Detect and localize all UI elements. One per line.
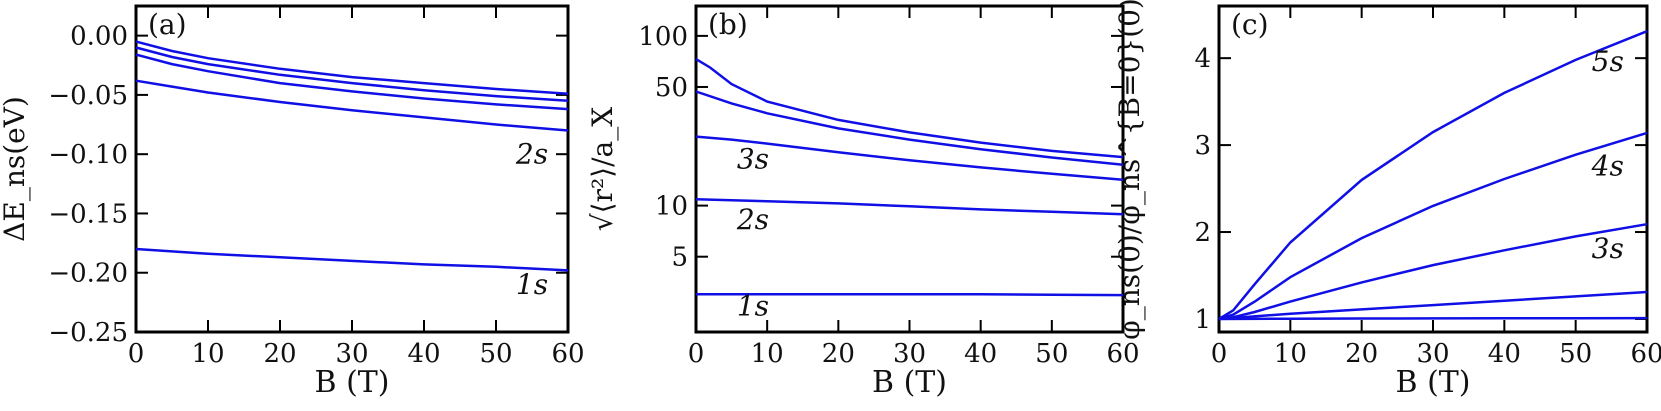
series-line-3 (1218, 222, 1648, 321)
series-annotation: 4s (1591, 150, 1624, 183)
panel-c: 0 10 20 30 40 50 60 1 2 3 4 5s 4s 3s (c) B (T) φ_ns(0)/φ… (1113, 0, 1661, 400)
y-tick-label: 4 (1194, 44, 1211, 74)
series-line-1 (135, 247, 569, 272)
y-axis-label: √⟨r²⟩/a_X (586, 107, 619, 231)
y-axis-label: ΔE_ns(eV) (0, 96, 31, 242)
panel-label: (a) (148, 8, 187, 41)
series-line-2 (135, 79, 569, 132)
x-tick-label: 40 (407, 339, 440, 369)
series-line-4 (135, 46, 569, 103)
series-line-5 (695, 58, 1124, 159)
x-tick-label: 10 (751, 339, 784, 369)
series-line-5 (135, 40, 569, 95)
y-tick-label: 100 (638, 22, 688, 52)
y-axis-label: φ_ns(0)/φ_ns^{B=0}(0) (1113, 0, 1146, 340)
series-line-3 (135, 53, 569, 111)
series-annotation: 3s (737, 143, 769, 176)
x-tick-label: 20 (822, 339, 855, 369)
series-line-4 (695, 90, 1124, 167)
x-tick-label: 10 (191, 339, 224, 369)
x-tick-label: 30 (1416, 339, 1449, 369)
y-tick-label: −0.15 (48, 199, 128, 229)
x-tick-label: 0 (688, 339, 705, 369)
panel-label: (b) (708, 8, 748, 41)
x-tick-label: 60 (551, 339, 584, 369)
y-tick-label: 0.00 (70, 22, 128, 52)
series-line-2 (695, 198, 1124, 216)
panel-a: 0 10 20 30 40 50 60 0.00 −0.05 −0.10 −0.15 −0.20 −0.… (0, 4, 585, 400)
y-tick-label: 10 (655, 192, 688, 222)
y-tick-label: 3 (1194, 131, 1211, 161)
series-annotation: 1s (737, 290, 769, 323)
series-line-1 (1218, 316, 1648, 321)
y-tick-label: −0.05 (48, 81, 128, 111)
panel-b: 0 10 20 30 40 50 60 5 10 50 100 3s 2s 1s (b) B (T) √⟨r²⟩… (586, 4, 1140, 400)
x-tick-label: 30 (335, 339, 368, 369)
x-tick-label: 0 (128, 339, 145, 369)
x-axis-label: B (T) (1396, 365, 1471, 400)
x-tick-label: 50 (479, 339, 512, 369)
x-axis-label: B (T) (872, 365, 947, 400)
series-line-1 (696, 293, 1124, 297)
y-tick-label: 50 (655, 73, 688, 103)
plot-frame (134, 4, 570, 334)
y-tick-label: −0.25 (48, 318, 128, 348)
x-tick-label: 20 (263, 339, 296, 369)
panel-label: (c) (1231, 8, 1269, 41)
y-tick-label: 2 (1194, 218, 1211, 248)
x-tick-label: 30 (893, 339, 926, 369)
series-line-3 (695, 135, 1124, 182)
x-tick-label: 50 (1035, 339, 1068, 369)
series-annotation: 2s (736, 203, 769, 236)
series-line-4 (1218, 131, 1648, 321)
y-tick-label: −0.20 (48, 259, 128, 289)
x-tick-label: 20 (1345, 339, 1378, 369)
y-tick-label: 1 (1194, 305, 1211, 335)
series-line-2 (1218, 290, 1648, 321)
series-annotation: 2s (515, 138, 548, 171)
x-tick-label: 40 (964, 339, 997, 369)
series-annotation: 5s (1592, 45, 1624, 78)
x-tick-label: 60 (1106, 339, 1139, 369)
series-annotation: 3s (1592, 232, 1624, 265)
x-tick-label: 10 (1274, 339, 1307, 369)
series-annotation: 1s (516, 268, 548, 301)
y-tick-label: −0.10 (48, 140, 128, 170)
x-tick-label: 0 (1211, 339, 1228, 369)
y-tick-label: 5 (671, 243, 688, 273)
x-tick-label: 60 (1630, 339, 1661, 369)
series-line-5 (1218, 30, 1648, 321)
x-tick-label: 50 (1559, 339, 1592, 369)
x-axis-label: B (T) (315, 365, 390, 400)
x-tick-label: 40 (1488, 339, 1521, 369)
